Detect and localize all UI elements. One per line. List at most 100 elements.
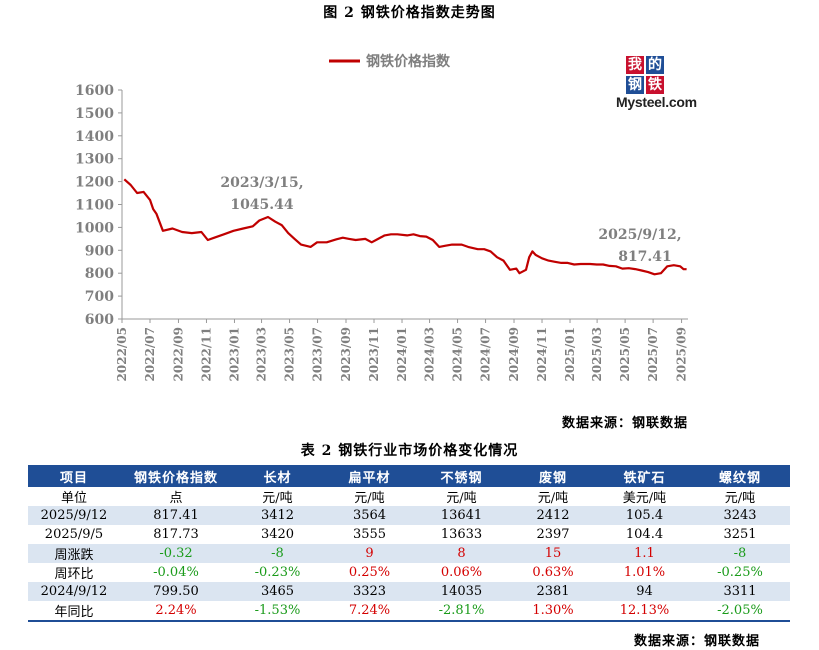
x-tick-label: 2025/09 (675, 327, 689, 381)
table-row: 周涨跌 -0.32 -8 9 8 15 1.1 -8 (28, 544, 790, 563)
table-cell: 12.13% (599, 601, 690, 622)
table-cell: -0.04% (153, 565, 199, 580)
table-cell: 3311 (690, 582, 790, 601)
row-label: 年同比 (28, 601, 120, 622)
table-cell: 8 (416, 544, 507, 563)
y-tick-label: 1000 (75, 220, 114, 236)
table-cell: 3243 (690, 506, 790, 525)
x-tick-label: 2024/07 (479, 327, 493, 381)
row-label: 单位 (60, 491, 87, 506)
x-tick-label: 2024/03 (423, 327, 437, 381)
x-tick-label: 2023/01 (227, 327, 241, 381)
table-cell: -1.53% (232, 601, 323, 622)
x-tick-label: 2025/07 (646, 327, 660, 381)
annotation-value: 817.41 (618, 249, 672, 265)
x-tick-label: 2024/05 (451, 327, 465, 381)
y-tick-label: 600 (85, 312, 114, 328)
table-cell: 0.06% (440, 565, 483, 580)
y-tick-label: 800 (85, 266, 114, 282)
table-cell: 元/吨 (537, 491, 569, 506)
x-tick-label: 2023/03 (255, 327, 269, 381)
table-cell: 7.24% (323, 601, 416, 622)
table-row: 周环比 -0.04% -0.23% 0.25% 0.06% 0.63% 1.01% -0.25… (28, 563, 790, 582)
table-cell: 799.50 (120, 582, 232, 601)
x-tick-label: 2025/05 (618, 327, 632, 381)
table-cell: 点 (169, 491, 183, 506)
table-header-cell: 扁平材 (323, 465, 416, 487)
table-cell: 817.73 (153, 527, 199, 542)
table-cell: 2.24% (120, 601, 232, 622)
logo-word: Mysteel.com (616, 94, 697, 110)
table-header-cell: 钢铁价格指数 (120, 465, 232, 487)
x-tick-label: 2023/09 (339, 327, 353, 381)
table-cell: 3564 (323, 506, 416, 525)
table-cell: 2397 (536, 527, 570, 542)
table-cell: 1.30% (507, 601, 599, 622)
row-label: 周环比 (54, 567, 94, 582)
table-cell: 3465 (232, 582, 323, 601)
x-tick-label: 2022/09 (171, 327, 185, 381)
x-tick-label: 2024/01 (395, 327, 409, 381)
table-cell: 9 (323, 544, 416, 563)
table-cell: 0.63% (532, 565, 574, 580)
table-cell: 2381 (507, 582, 599, 601)
table-cell: 美元/吨 (622, 491, 667, 506)
table-cell: 2412 (507, 506, 599, 525)
logo-char-2: 的 (646, 56, 664, 74)
table-cell: -0.32 (120, 544, 232, 563)
table-row: 2024/9/12 799.50 3465 3323 14035 2381 94 3311 (28, 582, 790, 601)
table-cell: 3251 (723, 527, 757, 542)
y-tick-label: 1300 (75, 152, 114, 168)
price-index-chart: 600 700 800 900 1000 1100 1200 1300 1400 1500 1600… (75, 53, 689, 381)
table-header-cell: 废钢 (507, 465, 599, 487)
y-tick-label: 1200 (75, 175, 114, 191)
table-cell: 104.4 (625, 527, 664, 542)
table-cell: 3323 (323, 582, 416, 601)
table-header-row: 项目 钢铁价格指数 长材 扁平材 不锈钢 废钢 铁矿石 螺纹钢 (28, 465, 790, 487)
y-tick-label: 1100 (75, 198, 114, 214)
table-cell: -2.05% (690, 601, 790, 622)
table-cell: 1.01% (623, 565, 666, 580)
row-label: 周涨跌 (28, 544, 120, 563)
table-cell: -0.25% (717, 565, 763, 580)
x-tick-label: 2023/05 (283, 327, 297, 381)
table-header-cell: 不锈钢 (416, 465, 507, 487)
x-tick-label: 2024/09 (507, 327, 521, 381)
table-cell: 15 (507, 544, 599, 563)
annotation-date: 2023/3/15, (220, 175, 303, 191)
chart-source: 数据来源：钢联数据 (562, 416, 689, 431)
logo-char-4: 铁 (646, 76, 664, 94)
table-header-cell: 铁矿石 (599, 465, 690, 487)
table-cell: 1.1 (599, 544, 690, 563)
table-cell: 13641 (416, 506, 507, 525)
table-cell: -2.81% (416, 601, 507, 622)
logo-char-3: 钢 (626, 76, 644, 94)
x-tick-label: 2022/11 (199, 327, 213, 381)
table-cell: 817.41 (120, 506, 232, 525)
row-label: 2024/9/12 (28, 582, 120, 601)
x-tick-label: 2025/03 (590, 327, 604, 381)
table-row: 单位 点 元/吨 元/吨 元/吨 元/吨 美元/吨 元/吨 (28, 487, 790, 506)
table-cell: 元/吨 (354, 491, 385, 506)
x-tick-label: 2024/11 (535, 327, 549, 381)
table-cell: 105.4 (599, 506, 690, 525)
x-tick-label: 2022/07 (143, 327, 157, 381)
table-body: 单位点元/吨 元/吨 元/吨 元/吨 美元/吨 元/吨 2025/9/12 817.41 341… (28, 487, 790, 622)
table-cell: 3555 (352, 527, 387, 542)
table-cell: 元/吨 (724, 491, 756, 506)
annotation-date: 2025/9/12, (598, 227, 681, 243)
table-cell: 元/吨 (446, 491, 477, 506)
table-row: 2025/9/12 817.41 3412 3564 13641 2412 105.4 324… (28, 506, 790, 525)
table-title: 表 2 钢铁行业市场价格变化情况 (300, 443, 519, 459)
x-tick-label: 2023/07 (311, 327, 325, 381)
market-price-table: 项目 钢铁价格指数 长材 扁平材 不锈钢 废钢 铁矿石 螺纹钢 单位 点 元/吨 元/吨 元/吨 元/吨… (28, 465, 790, 622)
annotation-value: 1045.44 (230, 197, 294, 213)
y-tick-label: 900 (85, 243, 114, 259)
logo-char-1: 我 (626, 56, 644, 74)
table-cell: -0.23% (254, 565, 301, 580)
table-header-cell: 螺纹钢 (690, 465, 790, 487)
y-tick-label: 700 (85, 289, 114, 305)
table-cell: -8 (690, 544, 790, 563)
table-row: 年同比 2.24% -1.53% 7.24% -2.81% 1.30% 12.13% -2.0… (28, 601, 790, 622)
table-cell: 3420 (260, 527, 295, 542)
